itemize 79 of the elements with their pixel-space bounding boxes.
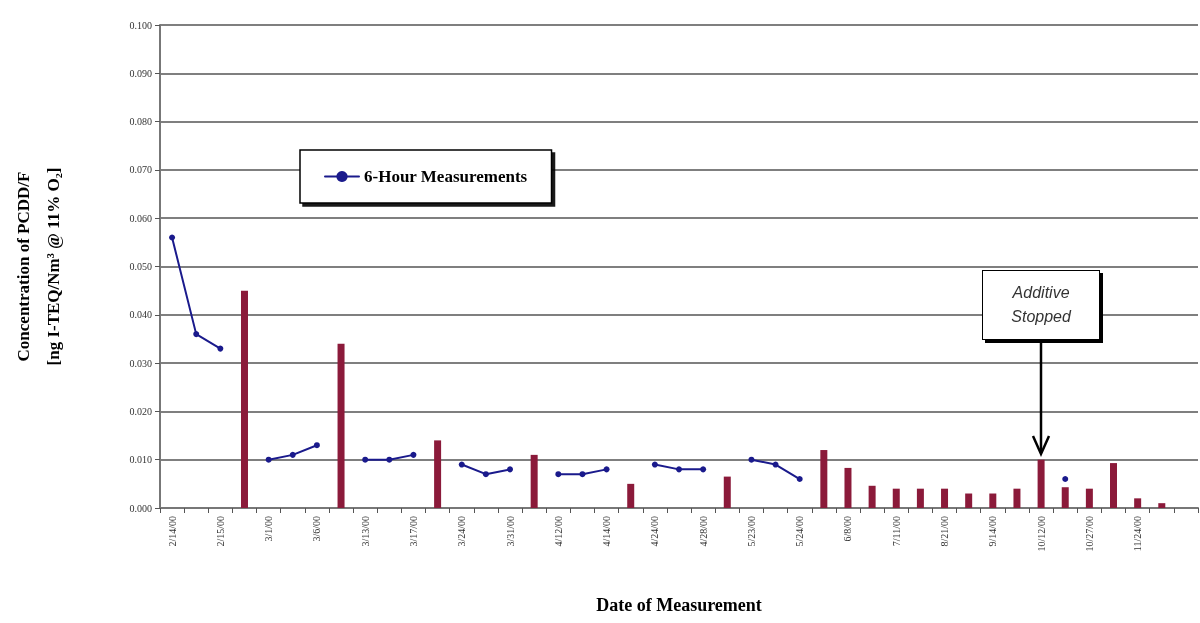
legend-label: 6-Hour Measurements xyxy=(364,167,528,186)
point xyxy=(313,442,320,449)
bar xyxy=(434,440,442,508)
bar xyxy=(1158,503,1166,508)
y-tick-label: 0.010 xyxy=(129,454,152,466)
bar xyxy=(1037,459,1045,508)
bar xyxy=(892,488,900,508)
point xyxy=(555,471,562,478)
point xyxy=(217,345,224,352)
point xyxy=(193,331,200,338)
bar xyxy=(240,290,248,508)
point xyxy=(289,451,296,458)
bar xyxy=(1134,498,1142,508)
x-tick-label: 11/24/00 xyxy=(1132,516,1144,552)
x-tick-label: 3/24/00 xyxy=(456,516,468,547)
x-tick-label: 4/28/00 xyxy=(697,516,709,547)
point xyxy=(386,456,393,463)
point xyxy=(748,456,755,463)
x-tick-label: 3/1/00 xyxy=(263,516,275,542)
x-axis-title: Date of Measurement xyxy=(596,595,762,615)
x-tick-label: 4/14/00 xyxy=(601,516,613,547)
x-tick-label: 8/21/00 xyxy=(939,516,951,547)
x-tick-label: 2/15/00 xyxy=(214,516,226,547)
y-tick-label: 0.040 xyxy=(129,309,152,321)
x-tick-label: 3/6/00 xyxy=(311,516,323,542)
y-tick-label: 0.050 xyxy=(129,261,152,272)
bar xyxy=(941,488,949,508)
y-axis-title: Concentration of PCDD/F [ng I-TEQ/Nm³ @ 11% O₂] xyxy=(13,167,63,366)
point xyxy=(169,234,176,241)
x-tick-label: 6/8/00 xyxy=(842,516,854,542)
y-tick-label: 0.080 xyxy=(129,116,152,128)
bar xyxy=(723,476,731,508)
point xyxy=(772,461,779,468)
bar xyxy=(916,488,924,508)
x-tick-label: 3/13/00 xyxy=(359,516,371,547)
y-tick-label: 0.090 xyxy=(129,67,152,79)
y-tick-label: 0.100 xyxy=(129,19,152,31)
y-tick-label: 0.060 xyxy=(129,212,152,224)
bar xyxy=(868,485,876,508)
x-tick-label: 4/12/00 xyxy=(552,516,564,547)
y-tick-label: 0.020 xyxy=(129,405,152,417)
point xyxy=(579,471,586,478)
point xyxy=(410,451,417,458)
y-tick-label: 0.070 xyxy=(129,164,152,176)
x-tick-label: 2/14/00 xyxy=(166,516,178,547)
point xyxy=(676,466,682,473)
bar xyxy=(989,493,997,508)
annotation: Additive Stopped xyxy=(1010,282,1073,327)
point xyxy=(603,466,610,473)
bar xyxy=(1085,488,1093,508)
point xyxy=(265,456,272,463)
x-tick-label: 4/24/00 xyxy=(649,516,661,547)
bar xyxy=(627,483,635,508)
x-tick-label: 10/12/00 xyxy=(1035,516,1047,552)
bar xyxy=(965,493,973,508)
x-tick-label: 5/24/00 xyxy=(794,516,806,547)
point xyxy=(651,461,658,468)
point xyxy=(362,456,369,463)
bar xyxy=(844,467,852,508)
x-tick-label: 3/17/00 xyxy=(407,516,419,547)
bar xyxy=(1013,488,1021,508)
x-tick-label: 9/14/00 xyxy=(987,516,999,547)
x-tick-label: 10/27/00 xyxy=(1083,516,1095,552)
callout-box: Additive Stopped xyxy=(982,269,1101,340)
point xyxy=(507,466,514,473)
point xyxy=(700,466,707,473)
y-tick-label: 0.000 xyxy=(129,502,152,514)
x-tick-label: 3/31/00 xyxy=(504,516,516,547)
x-tick-label: 5/23/00 xyxy=(745,516,757,547)
bar xyxy=(530,454,538,508)
point xyxy=(1062,476,1069,483)
point xyxy=(796,476,803,483)
bar xyxy=(820,450,828,508)
x-tick-label: 7/11/00 xyxy=(890,516,902,547)
point xyxy=(482,471,489,478)
y-tick-label: 0.030 xyxy=(129,357,152,369)
bar xyxy=(1061,487,1069,508)
bar xyxy=(1110,463,1118,508)
bar xyxy=(337,343,345,508)
